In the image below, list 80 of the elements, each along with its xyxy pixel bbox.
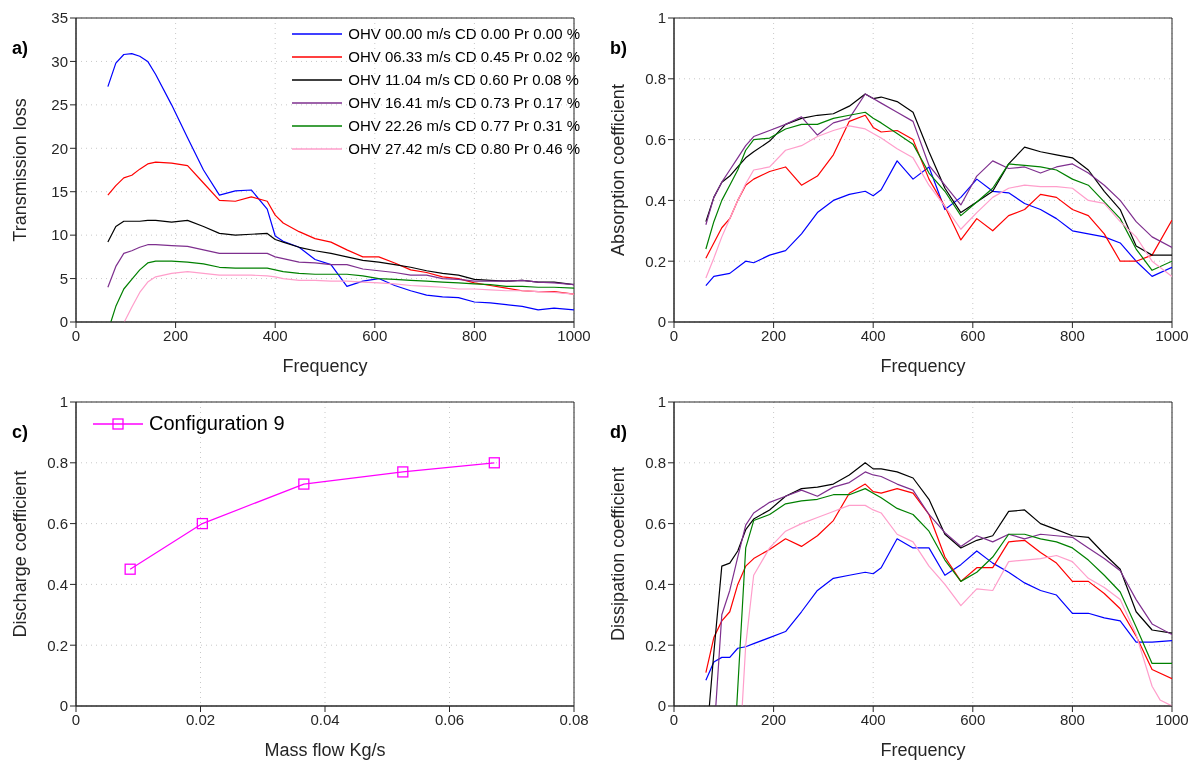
x-tick-label: 0.06 [434, 710, 465, 728]
point [124, 563, 136, 575]
y-tick-label: 0.8 [645, 454, 666, 472]
x-axis-title: Frequency [880, 356, 966, 376]
y-tick-label: 0.2 [47, 636, 68, 654]
y-tick-label: 10 [51, 226, 68, 244]
y-tick-label: 0.6 [645, 130, 666, 148]
x-tick-label: 0 [71, 710, 81, 728]
y-tick-label: 0.8 [645, 70, 666, 88]
line-series [110, 260, 574, 322]
line-series [123, 271, 574, 322]
y-tick-label: 0.6 [645, 514, 666, 532]
text: d) [610, 422, 627, 443]
y-tick-label: 0.4 [645, 575, 666, 593]
x-tick-label: 600 [960, 326, 986, 344]
legend-label: OHV 27.42 m/s CD 0.80 Pr 0.46 % [348, 140, 580, 157]
y-axis-title: Discharge coefficient [10, 470, 31, 638]
y-tick-label: 0.2 [645, 636, 666, 654]
x-tick-label: 0 [669, 710, 679, 728]
y-axis-title: Dissipation coefficient [608, 467, 629, 641]
y-tick-label: 0.8 [47, 454, 68, 472]
line-series [705, 160, 1172, 287]
x-axis-title: Frequency [880, 740, 966, 760]
x-tick-label: 400 [860, 326, 886, 344]
x-tick-label: 0 [71, 326, 81, 344]
y-tick-label: 0.6 [47, 514, 68, 532]
y-tick-label: 5 [59, 269, 68, 287]
point [298, 478, 310, 490]
x-tick-label: 800 [1059, 710, 1085, 728]
legend-label: OHV 22.26 m/s CD 0.77 Pr 0.31 % [348, 117, 580, 134]
x-tick-label: 400 [860, 710, 886, 728]
x-tick-label: 200 [163, 326, 189, 344]
legend-label: Configuration 9 [149, 412, 285, 435]
y-tick-label: 1 [657, 9, 666, 27]
x-tick-label: 400 [262, 326, 288, 344]
point [488, 457, 500, 469]
x-tick-label: 800 [461, 326, 487, 344]
y-axis-title: Absorption coefficient [608, 84, 629, 256]
x-tick-label: 0 [669, 326, 679, 344]
line-series [705, 483, 1172, 680]
x-tick-label: 0.08 [559, 710, 589, 728]
legend-label: OHV 16.41 m/s CD 0.73 Pr 0.17 % [348, 94, 580, 111]
x-tick-label: 1000 [1155, 326, 1189, 344]
y-tick-label: 20 [51, 139, 68, 157]
line-series [705, 538, 1172, 681]
legend-label: OHV 00.00 m/s CD 0.00 Pr 0.00 % [348, 25, 580, 42]
y-tick-label: 0 [657, 697, 666, 715]
y-tick-label: 0 [657, 313, 666, 331]
point [196, 517, 209, 530]
y-tick-label: 0 [59, 313, 68, 331]
y-tick-label: 0.4 [47, 575, 68, 593]
x-tick-label: 1000 [557, 326, 591, 344]
y-tick-label: 0.4 [645, 191, 666, 209]
line-series [107, 244, 574, 288]
y-tick-label: 1 [657, 393, 666, 411]
text: a) [12, 38, 29, 59]
line-series [107, 161, 574, 295]
x-tick-label: 0.02 [185, 710, 216, 728]
y-tick-label: 15 [51, 183, 68, 201]
text: c) [12, 422, 29, 443]
point [397, 466, 409, 478]
legend-label: OHV 11.04 m/s CD 0.60 Pr 0.08 % [348, 71, 579, 88]
x-tick-label: 600 [362, 326, 388, 344]
y-tick-label: 30 [51, 52, 68, 70]
x-tick-label: 0.04 [310, 710, 340, 728]
y-tick-label: 0 [59, 697, 68, 715]
x-axis-title: Mass flow Kg/s [264, 740, 386, 760]
legend-label: OHV 06.33 m/s CD 0.45 Pr 0.02 % [348, 48, 580, 65]
y-tick-label: 1 [59, 393, 68, 411]
y-tick-label: 0.2 [645, 252, 666, 270]
x-tick-label: 200 [761, 710, 787, 728]
x-axis-title: Frequency [282, 356, 368, 376]
x-tick-label: 800 [1059, 326, 1085, 344]
x-tick-label: 200 [761, 326, 787, 344]
x-tick-label: 600 [960, 710, 986, 728]
text: b) [610, 38, 627, 59]
y-tick-label: 25 [51, 96, 68, 114]
x-tick-label: 1000 [1155, 710, 1189, 728]
y-tick-label: 35 [51, 9, 68, 27]
y-axis-title: Transmission loss [10, 98, 31, 242]
